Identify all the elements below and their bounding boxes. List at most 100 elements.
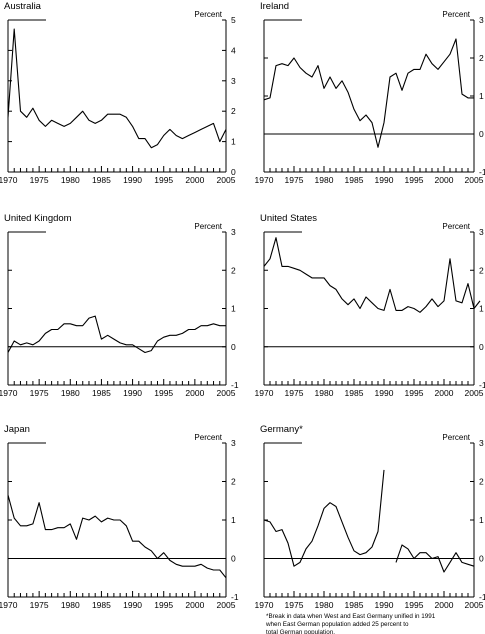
x-tick-label: 2000 bbox=[185, 175, 204, 185]
chart-title: United States bbox=[260, 213, 317, 224]
x-tick-label: 1995 bbox=[154, 600, 173, 610]
x-tick-label: 1970 bbox=[255, 388, 274, 398]
y-tick-label: 3 bbox=[231, 438, 236, 448]
y-tick-label: 2 bbox=[231, 477, 236, 487]
x-tick-label: 1995 bbox=[154, 388, 173, 398]
y-tick-label: 0 bbox=[231, 167, 236, 177]
unit-label: Percent bbox=[442, 433, 470, 442]
y-tick-label: 2 bbox=[479, 477, 484, 487]
chart-panel-6: Germany* Percent -1 0 1 2 3 1970 1975 1980 1985 199… bbox=[255, 424, 485, 634]
y-tick-label: 2 bbox=[479, 53, 484, 63]
x-tick-label: 2005 bbox=[465, 600, 484, 610]
x-tick-label: 1975 bbox=[30, 600, 49, 610]
y-tick-label: 3 bbox=[479, 15, 484, 25]
y-tick-label: 3 bbox=[479, 227, 484, 237]
series-line-1 bbox=[263, 469, 385, 567]
x-tick-label: 1980 bbox=[61, 175, 80, 185]
x-tick-label: 1990 bbox=[123, 600, 142, 610]
y-tick-label: -1 bbox=[479, 380, 485, 390]
x-tick-label: 2005 bbox=[217, 600, 236, 610]
y-tick-label: -1 bbox=[231, 380, 239, 390]
x-tick-label: 1975 bbox=[285, 175, 304, 185]
unit-label: Percent bbox=[442, 222, 470, 231]
unit-label: Percent bbox=[194, 10, 222, 19]
chart-panel-2: Ireland Percent -1 0 1 2 3 1970 1975 1980 1985 1990… bbox=[255, 1, 485, 185]
chart-panel-1: Australia Percent 0 1 2 3 4 5 1970 1975 1980 1985 19… bbox=[0, 1, 236, 185]
x-tick-label: 1990 bbox=[375, 388, 394, 398]
x-tick-label: 1980 bbox=[61, 388, 80, 398]
x-tick-label: 1990 bbox=[123, 175, 142, 185]
y-tick-label: -1 bbox=[479, 167, 485, 177]
x-tick-label: 2000 bbox=[185, 600, 204, 610]
y-tick-label: 1 bbox=[479, 91, 484, 101]
chart-title: Germany* bbox=[260, 424, 303, 435]
chart-panel-3: United Kingdom Percent -1 0 1 2 3 1970 1975 1980 1… bbox=[0, 213, 239, 398]
x-tick-label: 1970 bbox=[0, 600, 18, 610]
footnote-line: when East German population added 25 per… bbox=[265, 621, 409, 628]
x-tick-label: 1975 bbox=[285, 388, 304, 398]
x-tick-label: 1970 bbox=[0, 175, 18, 185]
y-tick-label: 0 bbox=[479, 342, 484, 352]
x-tick-label: 1985 bbox=[345, 388, 364, 398]
x-tick-label: 1980 bbox=[315, 388, 334, 398]
x-tick-label: 1995 bbox=[405, 388, 424, 398]
y-tick-label: 5 bbox=[231, 15, 236, 25]
footnote-line: total German population. bbox=[266, 629, 335, 634]
y-tick-label: -1 bbox=[479, 592, 485, 602]
x-tick-label: 2000 bbox=[435, 600, 454, 610]
y-tick-label: 1 bbox=[479, 515, 484, 525]
x-tick-label: 1980 bbox=[315, 600, 334, 610]
x-tick-label: 2000 bbox=[435, 388, 454, 398]
x-tick-label: 2005 bbox=[217, 388, 236, 398]
unit-label: Percent bbox=[194, 433, 222, 442]
x-tick-label: 1995 bbox=[405, 175, 424, 185]
x-tick-label: 2000 bbox=[435, 175, 454, 185]
unit-label: Percent bbox=[442, 10, 470, 19]
x-tick-label: 1990 bbox=[123, 388, 142, 398]
series-line-1 bbox=[7, 494, 227, 579]
footnote-line: *Break in data when West and East German… bbox=[266, 613, 436, 620]
x-tick-label: 2005 bbox=[217, 175, 236, 185]
x-tick-label: 1990 bbox=[375, 600, 394, 610]
x-tick-label: 1970 bbox=[0, 388, 18, 398]
x-tick-label: 1985 bbox=[92, 175, 111, 185]
y-tick-label: 0 bbox=[231, 554, 236, 564]
x-tick-label: 1995 bbox=[154, 175, 173, 185]
x-tick-label: 1985 bbox=[92, 388, 111, 398]
series-line-1 bbox=[7, 315, 226, 354]
series-line-1 bbox=[263, 38, 474, 148]
x-tick-label: 1980 bbox=[315, 175, 334, 185]
series-line-2 bbox=[395, 544, 475, 573]
y-tick-label: -1 bbox=[231, 592, 239, 602]
footnote: *Break in data when West and East German… bbox=[265, 613, 436, 634]
chart-title: Japan bbox=[4, 424, 30, 435]
y-tick-label: 3 bbox=[231, 76, 236, 86]
y-tick-label: 2 bbox=[231, 265, 236, 275]
x-tick-label: 1990 bbox=[375, 175, 394, 185]
y-tick-label: 2 bbox=[479, 265, 484, 275]
chart-title: United Kingdom bbox=[4, 213, 72, 224]
y-tick-label: 1 bbox=[231, 515, 236, 525]
x-tick-label: 2000 bbox=[185, 388, 204, 398]
y-tick-label: 0 bbox=[479, 129, 484, 139]
x-tick-label: 1985 bbox=[345, 175, 364, 185]
chart-panel-4: United States Percent -1 0 1 2 3 1970 1975 1980 19… bbox=[255, 213, 485, 398]
x-tick-label: 1985 bbox=[345, 600, 364, 610]
x-tick-label: 1980 bbox=[61, 600, 80, 610]
x-tick-label: 1970 bbox=[255, 600, 274, 610]
x-tick-label: 1975 bbox=[30, 388, 49, 398]
series-line-1 bbox=[263, 237, 481, 313]
y-tick-label: 2 bbox=[231, 106, 236, 116]
x-tick-label: 2005 bbox=[465, 175, 484, 185]
y-tick-label: 1 bbox=[479, 304, 484, 314]
chart-title: Ireland bbox=[260, 1, 289, 12]
x-tick-label: 1995 bbox=[405, 600, 424, 610]
unit-label: Percent bbox=[194, 222, 222, 231]
x-tick-label: 1985 bbox=[92, 600, 111, 610]
x-tick-label: 2005 bbox=[465, 388, 484, 398]
x-tick-label: 1975 bbox=[285, 600, 304, 610]
chart-title: Australia bbox=[4, 1, 42, 12]
y-tick-label: 0 bbox=[231, 342, 236, 352]
x-tick-label: 1970 bbox=[255, 175, 274, 185]
